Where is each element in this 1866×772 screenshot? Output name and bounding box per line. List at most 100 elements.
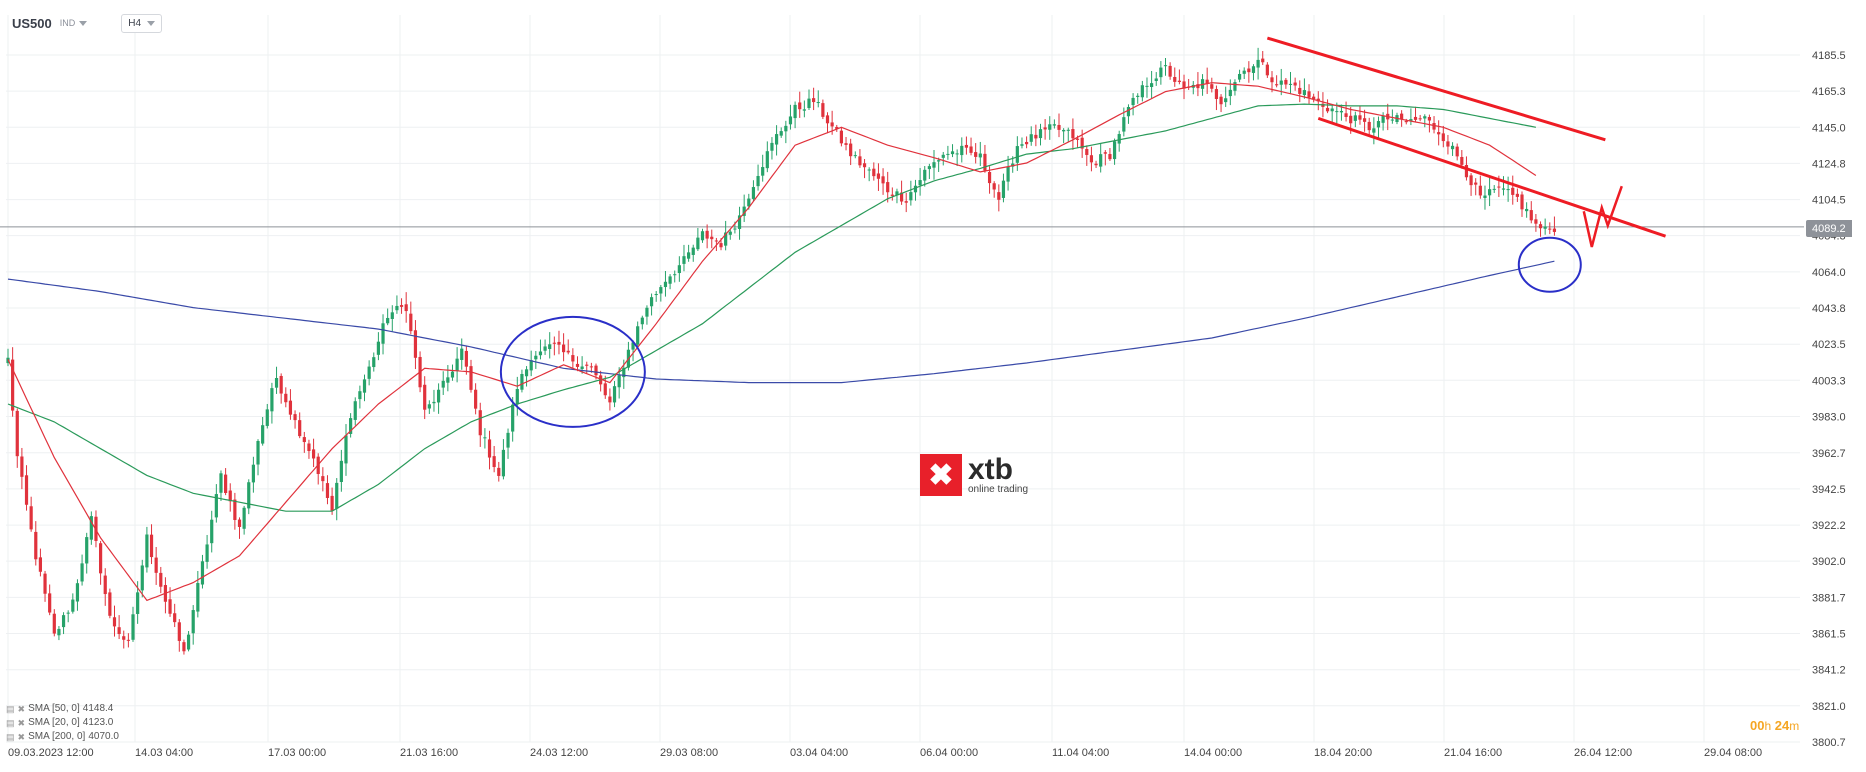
candle-body [1460,156,1464,165]
settings-icon[interactable]: ▤ [6,704,15,714]
candle-body [103,575,107,595]
candle-body [233,499,237,520]
close-icon[interactable]: ✖ [17,732,26,742]
candle-body [1376,121,1381,128]
candle-body [1437,132,1441,135]
close-icon[interactable]: ✖ [17,718,26,728]
x-tick-label: 17.03 00:00 [268,747,326,759]
settings-icon[interactable]: ▤ [6,718,15,728]
candle-body [362,379,367,393]
x-tick-label: 21.03 16:00 [400,747,458,759]
candle-body [1358,115,1362,120]
x-tick-label: 14.04 00:00 [1184,747,1242,759]
logo-tagline: online trading [968,483,1029,495]
candle-body [61,615,66,628]
candle-body [1552,228,1557,232]
close-icon[interactable]: ✖ [17,704,26,714]
settings-icon[interactable]: ▤ [6,732,15,742]
candle-body [66,612,70,614]
candle-body [20,456,24,477]
candle-body [881,176,885,184]
candle-body [1511,187,1515,195]
indicator-legend: ▤ ✖ SMA [50, 0] 4148.4 ▤ ✖ SMA [20, 0] 4… [6,702,119,744]
candle-body [75,583,80,602]
candle-body [733,228,737,230]
candle-body [386,317,390,324]
y-tick-label: 4124.8 [1812,158,1846,170]
candle-body [765,151,769,169]
candle-body [288,400,293,415]
candle-body [751,187,756,199]
candle-body [330,495,334,511]
candle-body [1080,137,1084,149]
candle-body [728,231,732,235]
candle-body [108,592,112,616]
candle-body [839,130,843,144]
candle-body [404,304,408,312]
candle-body [242,507,246,529]
candle-body [136,592,140,614]
candle-body [1057,124,1061,130]
candle-body [381,323,385,344]
candle-body [1224,98,1228,103]
candle-body [367,366,371,379]
candle-body [224,474,228,494]
candle-body [691,247,695,255]
candle-body [1242,70,1246,74]
candle-body [1335,111,1339,113]
highlight-ellipse [1517,236,1582,293]
candle-body [1029,134,1033,142]
candle-body [1474,182,1478,185]
candle-body [43,573,47,594]
candle-body [992,183,996,190]
candle-body [761,167,765,176]
candle-body [1182,81,1186,89]
legend-value: 4123.0 [82,717,114,728]
candle-body [1538,224,1543,229]
y-tick-label: 4104.5 [1812,195,1846,207]
candle-body [270,388,274,412]
candle-body [974,152,978,157]
candle-body [1288,83,1293,85]
candle-body [825,115,830,124]
candle-body [862,163,867,168]
candle-body [1112,141,1117,160]
legend-sma50: ▤ ✖ SMA [50, 0] 4148.4 [6,702,119,716]
timeframe-dropdown[interactable]: H4 [121,13,163,33]
candle-body [196,583,200,612]
candle-body [798,102,802,110]
candle-body [696,237,700,250]
candle-body [474,389,478,409]
candle-body [1159,67,1163,78]
candle-body [636,326,640,345]
candle-body [159,572,163,587]
exchange-dropdown[interactable]: IND [60,18,88,28]
symbol-label[interactable]: US500 [12,15,52,31]
legend-value: 4070.0 [88,731,119,742]
candle-body [575,363,580,367]
candle-body [335,482,339,509]
candle-body [126,639,130,641]
candle-body [38,557,43,572]
timer-minutes: 24 [1774,718,1790,733]
candle-body [274,377,279,388]
candle-body [1131,97,1135,106]
y-tick-label: 4064.0 [1812,267,1846,279]
candle-body [506,432,510,448]
candle-body [1316,98,1320,102]
candle-body [311,449,316,459]
xtb-x-icon: ✖ [920,454,962,496]
candle-body [483,437,487,439]
timer-h: h [1764,719,1772,733]
candle-body [812,98,816,103]
y-tick-label: 4023.5 [1812,339,1846,351]
candle-body [358,391,362,400]
y-tick-label: 4043.8 [1812,303,1846,315]
candle-body [566,350,570,353]
candle-body [821,103,825,117]
candle-body [552,342,556,344]
candle-body [487,439,492,458]
candle-body [80,563,84,582]
